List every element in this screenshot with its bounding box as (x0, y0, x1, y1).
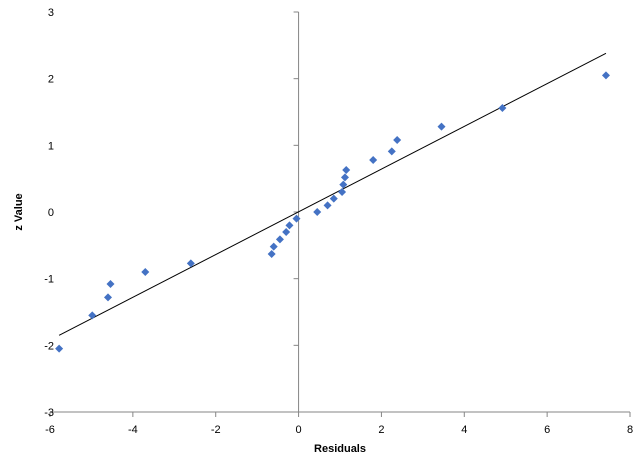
data-point-marker (88, 311, 97, 320)
data-point-marker (387, 147, 396, 156)
y-tick-label: -3 (44, 407, 54, 419)
data-point-marker (313, 208, 322, 216)
y-axis-title: z Value (13, 193, 25, 230)
data-point-marker (104, 293, 112, 302)
data-point-marker (601, 71, 610, 80)
x-tick-label: 4 (461, 424, 467, 436)
y-tick-label: 0 (48, 207, 54, 219)
data-point-marker (292, 214, 301, 223)
data-point-marker (141, 268, 150, 276)
y-tick-label: 2 (48, 74, 54, 86)
data-point-marker (329, 194, 338, 203)
x-tick-label: -2 (211, 424, 221, 436)
trendline-group (58, 52, 607, 336)
axes (49, 11, 631, 417)
x-tick-labels: -6 -4 -2 0 2 4 6 8 (45, 424, 633, 436)
y-tick-label: -1 (44, 274, 54, 286)
data-point-marker (340, 173, 349, 182)
data-point-marker (342, 166, 351, 174)
data-point-marker (285, 221, 294, 230)
x-tick-label: 6 (544, 424, 550, 436)
trendline (58, 52, 607, 336)
data-point-marker (339, 180, 348, 189)
y-tick-labels: -3 -2 -1 0 1 2 3 (44, 7, 54, 419)
data-point-marker (267, 250, 276, 258)
data-point-marker (437, 122, 446, 131)
data-point-marker (393, 136, 402, 144)
x-tick-label: 0 (296, 424, 302, 436)
y-tick-label: -2 (44, 340, 54, 352)
data-point-marker (269, 242, 278, 251)
data-point-marker (369, 156, 378, 164)
data-point-marker (55, 344, 64, 353)
data-point-marker (275, 235, 284, 244)
data-points (55, 71, 610, 353)
x-tick-label: -4 (128, 424, 138, 436)
x-tick-label: 8 (627, 424, 633, 436)
y-tick-label: 3 (48, 7, 54, 19)
data-point-marker (498, 104, 507, 112)
data-point-marker (323, 201, 332, 210)
data-point-marker (186, 259, 195, 268)
data-point-marker (106, 280, 115, 288)
x-tick-label: 2 (378, 424, 384, 436)
data-point-marker (338, 188, 347, 196)
data-point-marker (282, 228, 291, 236)
y-tick-label: 1 (48, 140, 54, 152)
x-axis-title: Residuals (314, 443, 366, 455)
x-tick-label: -6 (45, 424, 55, 436)
